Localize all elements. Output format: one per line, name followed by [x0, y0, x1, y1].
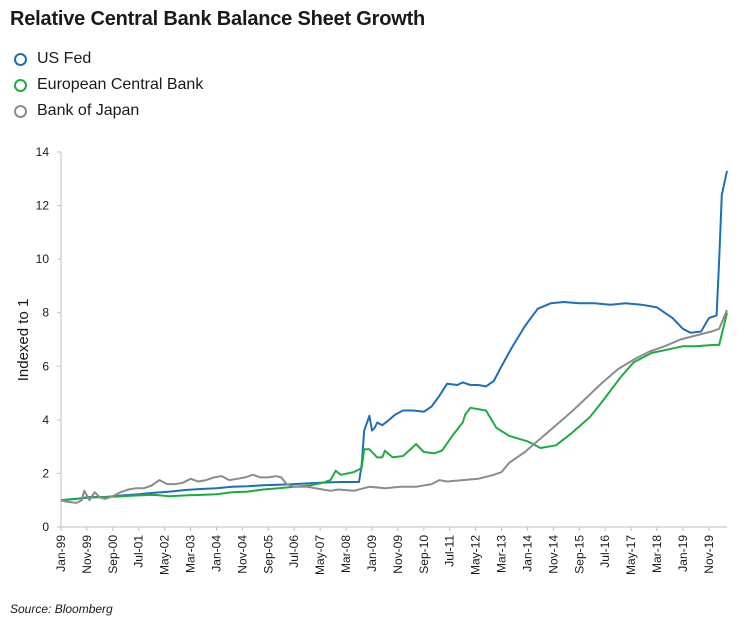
legend-marker-boj: [14, 104, 27, 118]
legend-marker-us-fed: [14, 52, 27, 66]
legend-label-ecb: European Central Bank: [37, 76, 204, 93]
chart-title: Relative Central Bank Balance Sheet Grow…: [10, 8, 426, 30]
x-tick-label: Jan-14: [520, 535, 534, 572]
y-axis-title: Indexed to 1: [15, 299, 32, 382]
x-tick-label: Nov-99: [80, 535, 94, 574]
x-tick-label: Nov-04: [235, 535, 249, 574]
x-tick-label: Mar-08: [339, 535, 353, 573]
x-tick-label: Jan-99: [54, 535, 68, 572]
legend-marker-ecb: [14, 78, 27, 92]
x-tick-label: Sep-00: [106, 535, 120, 574]
y-tick-label: 4: [42, 413, 49, 427]
x-tick-label: Nov-19: [702, 535, 716, 574]
x-tick-label: Mar-13: [495, 535, 509, 573]
x-tick-label: Jul-06: [287, 535, 301, 568]
legend-label-boj: Bank of Japan: [37, 102, 140, 119]
x-tick-label: Jul-16: [598, 535, 612, 568]
x-tick-label: May-02: [158, 535, 172, 575]
y-tick-label: 12: [36, 199, 50, 213]
x-tick-label: Sep-15: [572, 535, 586, 574]
y-tick-label: 10: [36, 252, 50, 266]
x-tick-label: May-17: [624, 535, 638, 575]
x-tick-label: Jul-11: [443, 535, 457, 567]
source-note: Source: Bloomberg: [10, 602, 113, 616]
y-tick-label: 6: [42, 359, 49, 373]
legend-item-boj: Bank of Japan: [14, 98, 203, 124]
x-tick-label: May-12: [469, 535, 483, 575]
x-tick-label: Jan-09: [365, 535, 379, 572]
y-tick-label: 0: [42, 520, 49, 534]
y-tick-label: 8: [42, 306, 49, 320]
y-tick-label: 2: [42, 466, 49, 480]
x-tick-label: May-07: [313, 535, 327, 575]
x-tick-label: Nov-14: [546, 535, 560, 574]
legend-label-us-fed: US Fed: [37, 50, 92, 67]
x-tick-label: Sep-05: [261, 535, 275, 574]
x-tick-label: Sep-10: [417, 535, 431, 574]
x-tick-label: Mar-18: [650, 535, 664, 573]
x-tick-label: Jan-19: [676, 535, 690, 572]
x-tick-label: Mar-03: [184, 535, 198, 573]
y-tick-label: 14: [36, 145, 50, 159]
legend: US Fed European Central Bank Bank of Jap…: [14, 46, 203, 124]
x-tick-label: Jan-04: [209, 535, 223, 572]
x-tick-label: Jul-01: [132, 535, 146, 568]
x-tick-label: Nov-09: [391, 535, 405, 574]
legend-item-ecb: European Central Bank: [14, 72, 203, 98]
legend-item-us-fed: US Fed: [14, 46, 203, 72]
axes: 0 2 4 6 8 10 12 14 Jan-99 Nov-99 Sep-00 Jul-01 May-0…: [36, 145, 727, 575]
series-lines: [60, 170, 728, 504]
series-line-boj: [60, 309, 728, 504]
series-line-us-fed: [60, 170, 728, 502]
series-line-ecb: [60, 312, 728, 502]
